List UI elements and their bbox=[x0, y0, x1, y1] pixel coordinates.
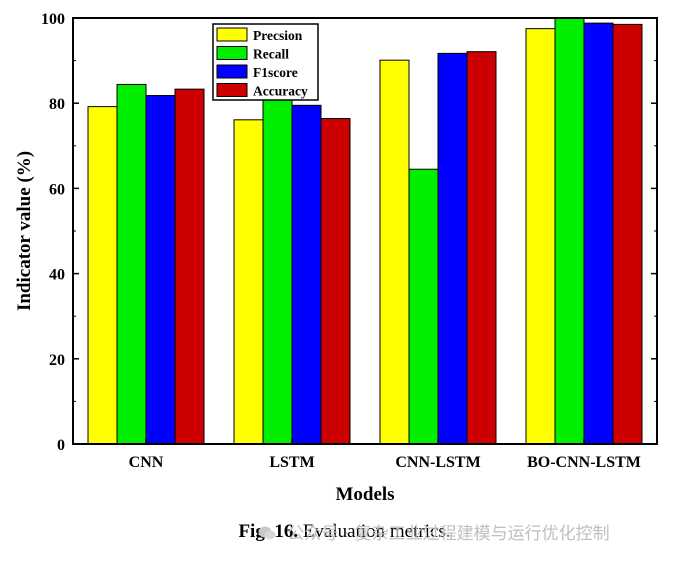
bar-cnn-lstm-precsion bbox=[379, 59, 410, 445]
y-tick-label: 60 bbox=[49, 181, 65, 198]
bar-cnn-f1score bbox=[145, 95, 176, 445]
x-tick-label: CNN bbox=[129, 454, 164, 471]
y-tick-label: 20 bbox=[49, 352, 65, 369]
bar-lstm-precsion bbox=[233, 119, 264, 445]
bar-cnn-lstm-recall bbox=[408, 168, 439, 445]
bar-cnn-lstm-accuracy bbox=[466, 51, 497, 445]
legend-label-precsion: Precsion bbox=[253, 28, 303, 43]
bar-lstm-accuracy bbox=[320, 118, 351, 445]
bars-layer bbox=[87, 17, 643, 445]
y-axis: 0 20 40 60 80 100 bbox=[41, 11, 657, 454]
bar-bo-cnn-lstm-accuracy bbox=[612, 23, 643, 445]
bar-cnn-accuracy bbox=[174, 88, 205, 445]
legend-label-f1score: F1score bbox=[253, 65, 298, 80]
bar-cnn-precsion bbox=[87, 106, 118, 445]
x-axis-title: Models bbox=[335, 484, 394, 505]
legend-swatch-f1score bbox=[216, 64, 248, 79]
legend-swatch-accuracy bbox=[216, 83, 248, 97]
figure-caption-text: Evaluation metrics. bbox=[302, 521, 451, 542]
legend-label-recall: Recall bbox=[253, 47, 289, 62]
y-tick-label: 40 bbox=[49, 267, 65, 284]
y-tick-label: 0 bbox=[57, 437, 65, 454]
y-tick-label: 100 bbox=[41, 11, 65, 28]
x-axis: CNN LSTM CNN-LSTM BO-CNN-LSTM bbox=[129, 439, 641, 471]
bar-cnn-recall bbox=[116, 83, 147, 445]
watermark: 公众号 · 复杂工业过程建模与运行优化控制 bbox=[258, 521, 610, 547]
bar-bo-cnn-lstm-recall bbox=[554, 17, 585, 445]
x-tick-label: BO-CNN-LSTM bbox=[527, 454, 641, 471]
legend: Precsion Recall F1score Accuracy bbox=[212, 23, 319, 101]
legend-swatch-recall bbox=[216, 46, 248, 60]
bar-lstm-recall bbox=[262, 98, 293, 445]
wechat-icon bbox=[258, 521, 276, 547]
bar-cnn-lstm-f1score bbox=[437, 52, 468, 445]
y-tick-label: 80 bbox=[49, 96, 65, 113]
watermark-text: 公众号 · 复杂工业过程建模与运行优化控制 bbox=[287, 524, 610, 544]
legend-label-accuracy: Accuracy bbox=[253, 84, 308, 99]
bar-lstm-f1score bbox=[291, 104, 322, 445]
x-tick-label: CNN-LSTM bbox=[395, 454, 480, 471]
bar-bo-cnn-lstm-precsion bbox=[525, 28, 556, 445]
y-axis-title: Indicator value (%) bbox=[14, 151, 35, 311]
bar-bo-cnn-lstm-f1score bbox=[583, 22, 614, 445]
legend-swatch-precsion bbox=[216, 27, 248, 42]
x-tick-label: LSTM bbox=[269, 454, 314, 471]
